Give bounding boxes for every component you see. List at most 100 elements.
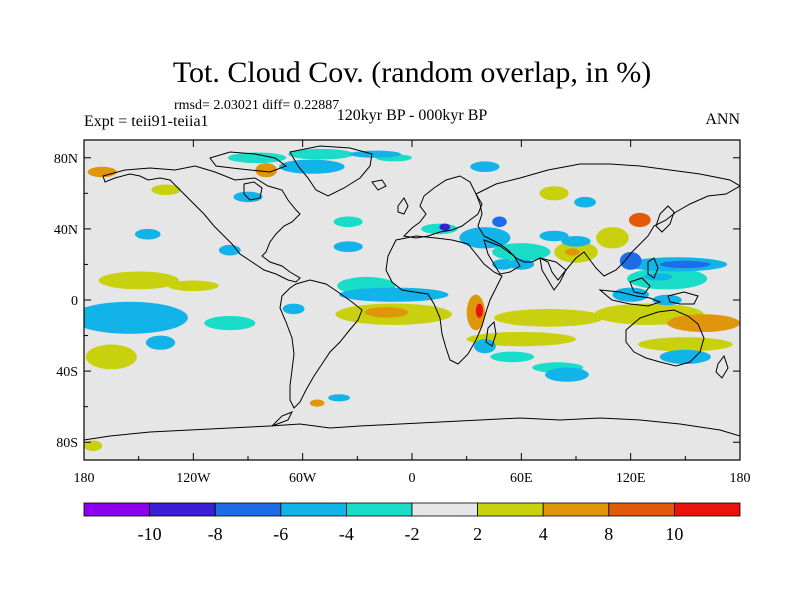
y-tick-label-4: 80S: [56, 436, 78, 451]
anomaly-region-22: [628, 212, 651, 228]
anomaly-region-50: [339, 287, 449, 302]
coastline-philippines: [647, 257, 659, 279]
season-label: ANN: [705, 111, 740, 128]
colorbar-label-4: -2: [405, 524, 420, 544]
anomaly-region-21: [596, 227, 629, 249]
coastline-africa: [385, 235, 503, 365]
colorbar-label-2: -6: [273, 524, 288, 544]
anomaly-region-52: [474, 339, 496, 354]
x-axis: 180 120W 60W 0 60E 120E 180: [74, 140, 751, 486]
colorbar-label-6: 4: [539, 524, 548, 544]
anomaly-region-47: [659, 260, 711, 268]
anomaly-region-42: [459, 227, 511, 249]
anomaly-region-51: [282, 303, 305, 315]
y-tick-label-3: 40S: [56, 365, 78, 380]
colorbar-swatch-1: [149, 502, 216, 517]
anomaly-region-10: [466, 294, 485, 331]
y-tick-label-2: 0: [71, 294, 78, 309]
coastline-europe: [402, 175, 483, 239]
anomaly-region-4: [98, 271, 179, 290]
anomaly-region-57: [233, 191, 263, 203]
anomaly-region-43: [492, 216, 507, 228]
coastline-north-america: [102, 165, 301, 283]
anomaly-region-58: [350, 150, 402, 158]
coastline-madagascar: [485, 320, 497, 347]
colorbar-label-3: -4: [339, 524, 354, 544]
coastline-hudson-bay: [243, 181, 263, 201]
colorbar-swatch-4: [345, 502, 413, 517]
coastline-greenland: [289, 145, 373, 197]
chart-subtitle: 120kyr BP - 000kyr BP: [337, 107, 488, 124]
anomaly-region-24: [643, 273, 673, 281]
anomaly-region-38: [84, 440, 103, 452]
anomaly-region-6: [204, 316, 256, 331]
colorbar-label-5: 2: [473, 524, 482, 544]
colorbar-swatch-5: [411, 502, 478, 517]
coastline-asia: [475, 163, 740, 281]
anomaly-region-20: [565, 248, 580, 256]
coastline-iceland: [371, 179, 387, 191]
anomaly-region-11: [475, 303, 483, 318]
anomaly-region-17: [492, 259, 514, 270]
x-tick-label-6: 180: [730, 471, 751, 486]
x-tick-label-4: 60E: [510, 471, 533, 486]
chart-title: Tot. Cloud Cov. (random overlap, in %): [173, 56, 651, 89]
anomaly-region-40: [135, 228, 161, 240]
colorbar-swatch-7: [542, 502, 610, 517]
x-tick-label-5: 120E: [616, 471, 646, 486]
anomaly-region-59: [328, 394, 350, 402]
coastline-antarctic-peninsula: [271, 411, 294, 427]
anomaly-region-8: [364, 307, 409, 318]
coastline-india: [539, 257, 567, 291]
anomaly-region-28: [637, 337, 733, 352]
anomaly-region-3: [85, 344, 137, 370]
colorbar-swatch-3: [280, 502, 347, 517]
anomaly-region-16: [492, 243, 551, 261]
colorbar-label-7: 8: [604, 524, 613, 544]
colorbar-swatch-0: [83, 502, 150, 517]
y-tick-label-0: 80N: [54, 152, 78, 167]
colorbar: -10 -8 -6 -4 -2 2 4 8 10: [83, 502, 741, 544]
anomaly-region-31: [539, 186, 569, 201]
anomaly-region-36: [87, 166, 117, 178]
coastline-south-america: [279, 279, 363, 409]
colorbar-swatch-8: [608, 502, 675, 517]
anomaly-region-61: [574, 196, 596, 208]
coastline-new-zealand: [715, 354, 729, 379]
colorbar-swatch-2: [214, 502, 282, 517]
anomaly-region-5: [167, 280, 219, 292]
anomaly-region-29: [333, 216, 363, 228]
x-tick-label-3: 0: [409, 471, 416, 486]
anomaly-region-39: [309, 399, 325, 407]
coastline-uk: [397, 197, 409, 215]
anomaly-region-64: [439, 223, 451, 231]
coastline-japan: [655, 205, 675, 233]
colorbar-swatch-6: [477, 502, 544, 517]
anomaly-region-60: [470, 161, 500, 172]
anomaly-region-56: [279, 159, 345, 174]
anomaly-region-54: [659, 349, 711, 364]
anomaly-region-53: [545, 367, 589, 382]
anomaly-region-37: [151, 184, 181, 196]
coastline-arctic-islands: [209, 151, 288, 173]
anomaly-region-45: [561, 236, 591, 247]
anomaly-region-32: [227, 152, 287, 164]
coastline-indonesia: [598, 289, 662, 307]
anomaly-region-12: [494, 308, 604, 327]
colorbar-label-1: -8: [208, 524, 223, 544]
anomaly-region-33: [288, 148, 354, 160]
anomaly-region-41: [333, 241, 363, 252]
colorbar-swatch-9: [674, 502, 741, 517]
anomaly-region-55: [145, 335, 176, 350]
coastline-borneo: [629, 277, 651, 295]
colorbar-label-8: 10: [665, 524, 683, 544]
rmsd-diff-stats: rmsd= 2.03021 diff= 0.22887: [174, 98, 339, 113]
anomaly-region-2: [84, 301, 188, 334]
coastlines: [84, 145, 740, 441]
anomaly-region-27: [667, 314, 740, 332]
y-axis: 80N 40N 0 40S 80S: [54, 152, 740, 451]
x-tick-label-0: 180: [74, 471, 95, 486]
y-tick-label-1: 40N: [54, 223, 78, 238]
coastline-new-guinea: [667, 291, 699, 305]
